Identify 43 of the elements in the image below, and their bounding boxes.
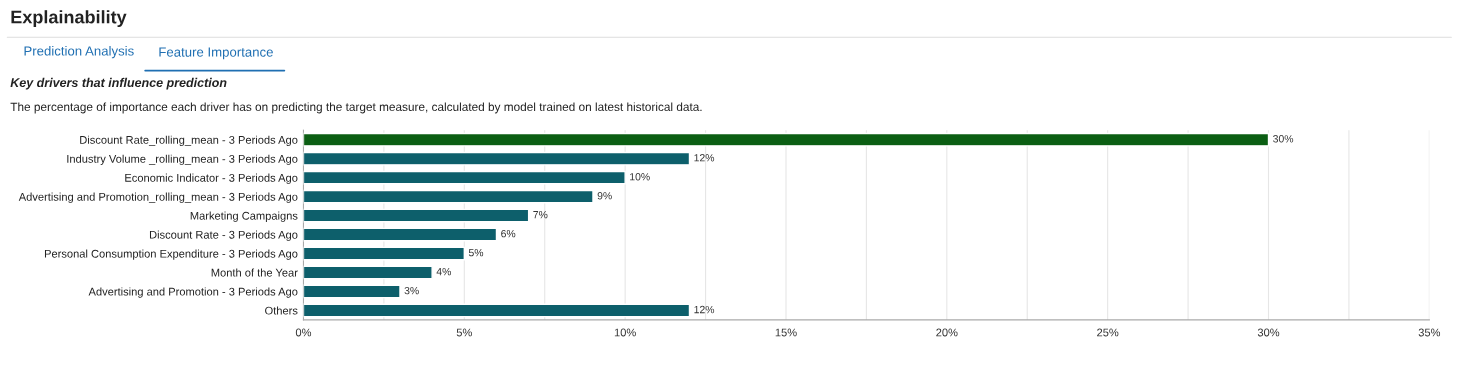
x-tick-label: 35% (1418, 328, 1441, 337)
y-tick-label: Economic Indicator - 3 Periods Ago (125, 173, 298, 184)
bar (303, 151, 691, 166)
y-tick-label: Advertising and Promotion - 3 Periods Ago (88, 287, 298, 298)
y-tick-label: Industry Volume _rolling_mean - 3 Periods Ago (67, 154, 298, 165)
text: Explainability (11, 10, 127, 28)
data-label: 6% (501, 229, 516, 238)
x-tick-label: 0% (295, 328, 312, 337)
text: Key drivers that influence prediction (10, 77, 227, 90)
bar (303, 246, 465, 261)
bar (303, 189, 594, 204)
data-label: 7% (533, 211, 548, 219)
x-tick-label: 10% (614, 328, 636, 337)
data-label: 9% (597, 192, 612, 200)
x-tick-label: 15% (775, 328, 797, 337)
y-tick-label: Month of the Year (211, 268, 298, 277)
x-tick-label: 30% (1257, 328, 1280, 337)
x-tick-label: 20% (936, 328, 958, 337)
y-tick-label: Others (265, 306, 298, 315)
bar (303, 284, 401, 299)
bar (303, 265, 433, 280)
bar (303, 132, 1270, 147)
data-label: 10% (630, 173, 650, 181)
y-tick-label: Advertising and Promotion_rolling_mean - 3 Periods Ago (18, 192, 298, 203)
bar (303, 227, 498, 242)
y-tick-label: Marketing Campaigns (190, 211, 298, 222)
data-label: 5% (468, 248, 484, 257)
x-tick-label: 5% (456, 328, 472, 337)
data-label: 30% (1273, 135, 1294, 143)
text: Prediction Analysis (24, 45, 134, 59)
x-tick-label: 25% (1097, 328, 1119, 337)
bar (303, 208, 530, 223)
y-tick-label: Discount Rate_rolling_mean - 3 Periods Ago (80, 135, 298, 147)
text: The percentage of importance each driver has on predicting the target measure, calculated by model trained on latest historical data. (10, 102, 702, 114)
bar (303, 170, 626, 185)
bar (303, 303, 691, 318)
y-tick-label: Discount Rate - 3 Periods Ago (149, 230, 298, 241)
data-label: 3% (404, 286, 419, 295)
data-label: 12% (694, 154, 715, 162)
y-tick-label: Personal Consumption Expenditure - 3 Periods Ago (44, 249, 298, 260)
data-label: 4% (436, 267, 451, 276)
data-label: 12% (694, 305, 715, 314)
text: Feature Importance (159, 47, 273, 60)
